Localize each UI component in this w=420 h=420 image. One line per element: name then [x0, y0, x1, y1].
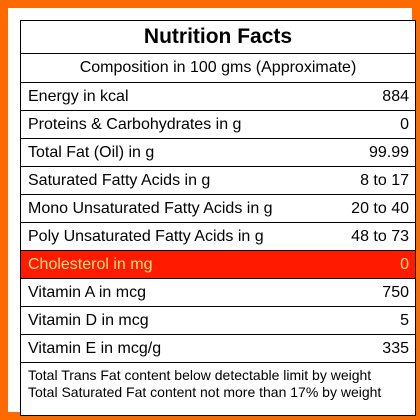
- nutrient-value: 335: [382, 340, 409, 357]
- nutrient-value: 750: [382, 284, 409, 301]
- nutrient-row-cholesterol: Cholesterol in mg 0: [21, 251, 415, 279]
- nutrient-value: 0: [400, 256, 409, 273]
- nutrient-row-proteins-carbohydrates: Proteins & Carbohydrates in g 0: [21, 111, 415, 139]
- nutrient-value: 884: [382, 88, 409, 105]
- nutrient-name: Vitamin D in mcg: [28, 312, 149, 329]
- nutrition-facts-panel: Nutrition Facts Composition in 100 gms (…: [20, 20, 416, 416]
- nutrient-value: 8 to 17: [360, 172, 409, 189]
- nutrient-name: Saturated Fatty Acids in g: [28, 172, 211, 189]
- label-subtitle: Composition in 100 gms (Approximate): [21, 54, 415, 83]
- nutrient-value: 0: [400, 116, 409, 133]
- nutrient-row-vitamin-a: Vitamin A in mcg 750: [21, 279, 415, 307]
- label-footnotes: Total Trans Fat content below detectable…: [21, 363, 415, 401]
- nutrient-row-mono-unsaturated-fatty-acids: Mono Unsaturated Fatty Acids in g 20 to …: [21, 195, 415, 223]
- nutrient-name: Cholesterol in mg: [28, 256, 153, 273]
- footnote-saturated-fat: Total Saturated Fat content not more tha…: [28, 384, 382, 400]
- nutrient-name: Proteins & Carbohydrates in g: [28, 116, 242, 133]
- nutrient-name: Vitamin A in mcg: [28, 284, 146, 301]
- nutrient-value: 5: [400, 312, 409, 329]
- nutrient-row-total-fat: Total Fat (Oil) in g 99.99: [21, 139, 415, 167]
- nutrient-name: Vitamin E in mcg/g: [28, 340, 162, 357]
- nutrient-value: 20 to 40: [351, 200, 409, 217]
- nutrient-row-saturated-fatty-acids: Saturated Fatty Acids in g 8 to 17: [21, 167, 415, 195]
- nutrient-name: Energy in kcal: [28, 88, 129, 105]
- nutrient-value: 48 to 73: [351, 228, 409, 245]
- nutrient-row-vitamin-e: Vitamin E in mcg/g 335: [21, 335, 415, 363]
- footnote-trans-fat: Total Trans Fat content below detectable…: [28, 367, 372, 383]
- nutrient-name: Mono Unsaturated Fatty Acids in g: [28, 200, 273, 217]
- nutrient-row-energy: Energy in kcal 884: [21, 83, 415, 111]
- label-title: Nutrition Facts: [21, 21, 415, 54]
- nutrient-name: Total Fat (Oil) in g: [28, 144, 155, 161]
- nutrient-row-poly-unsaturated-fatty-acids: Poly Unsaturated Fatty Acids in g 48 to …: [21, 223, 415, 251]
- nutrient-name: Poly Unsaturated Fatty Acids in g: [28, 228, 264, 245]
- nutrient-value: 99.99: [368, 144, 409, 161]
- nutrient-row-vitamin-d: Vitamin D in mcg 5: [21, 307, 415, 335]
